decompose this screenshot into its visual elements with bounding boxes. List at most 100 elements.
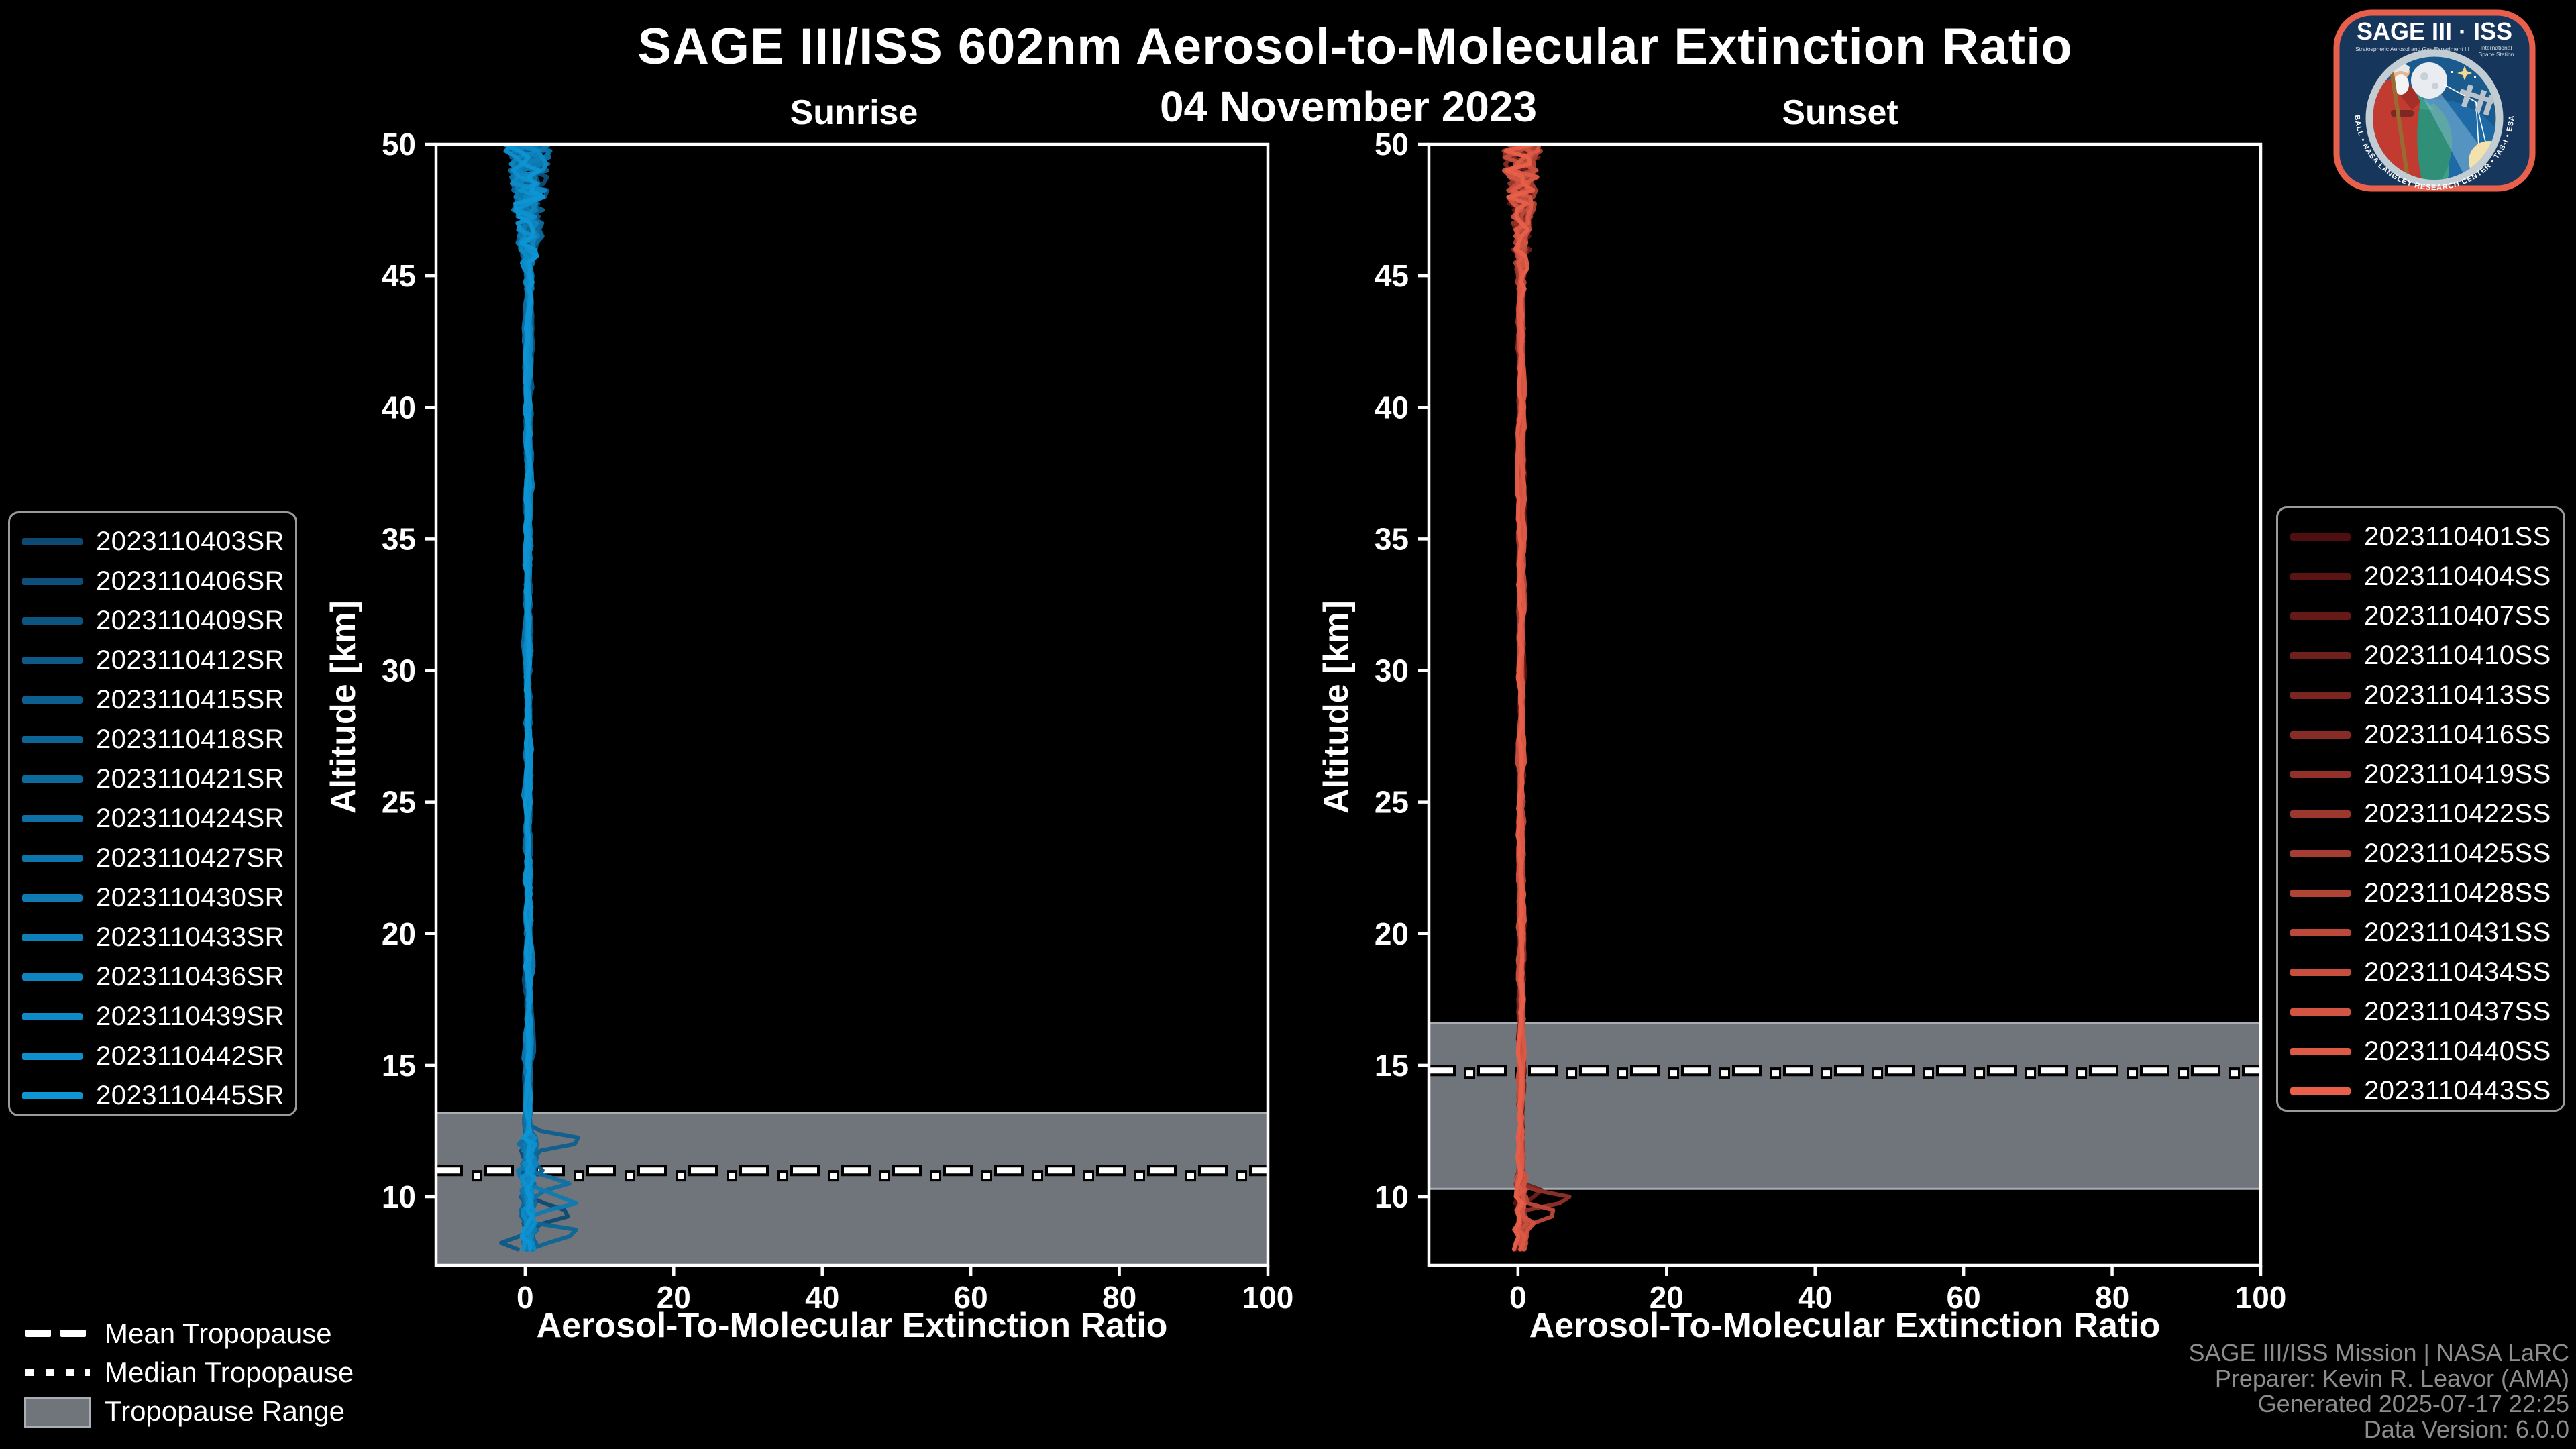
page-title: SAGE III/ISS 602nm Aerosol-to-Molecular … <box>637 18 2073 75</box>
legend-line-icon <box>22 775 83 783</box>
logo-subtitle-left: Stratospheric Aerosol and Gas Experiment… <box>2355 46 2469 52</box>
footer-line-3: Generated 2025-07-17 22:25 <box>2257 1390 2569 1417</box>
legend-line-icon <box>2290 810 2351 818</box>
legend-line-icon <box>22 538 83 545</box>
legend-item-label: 2023110413SS <box>2364 680 2551 710</box>
legend-line-icon <box>22 736 83 743</box>
y-tick-label: 10 <box>1375 1179 1409 1214</box>
legend-line-icon <box>2290 692 2351 699</box>
legend-line-icon <box>22 815 83 822</box>
legend-line-icon <box>22 1013 83 1020</box>
legend-item: 2023110425SS <box>2278 833 2563 873</box>
legend-item: 2023110442SR <box>10 1036 295 1075</box>
x-tick-label: 20 <box>657 1280 691 1315</box>
x-tick-label: 80 <box>2095 1280 2129 1315</box>
plot-border <box>434 142 1270 1267</box>
legend-item: 2023110437SS <box>2278 991 2563 1031</box>
y-tick-label: 20 <box>1375 916 1409 951</box>
footer-line-1: SAGE III/ISS Mission | NASA LaRC <box>2188 1339 2569 1366</box>
legend-item: 2023110424SR <box>10 798 295 838</box>
legend-item: 2023110443SS <box>2278 1071 2563 1110</box>
legend-item-label: 2023110431SS <box>2364 918 2551 947</box>
legend-item: 2023110406SR <box>10 561 295 600</box>
legend-item: 2023110436SR <box>10 957 295 996</box>
date-subtitle: 04 November 2023 <box>1159 83 1538 131</box>
y-tick-label: 50 <box>1375 127 1409 162</box>
legend-line-icon <box>22 894 83 902</box>
legend-line-icon <box>2290 1008 2351 1016</box>
legend-line-icon <box>22 578 83 585</box>
sunset-plot: 0 20 40 60 80 100 10 15 20 25 30 35 40 45 50 <box>1375 127 2287 1315</box>
x-tick-label: 80 <box>1102 1280 1136 1315</box>
tropopause-legend: Mean Tropopause Median Tropopause Tropop… <box>16 1313 486 1430</box>
logo-subtitle-right-1: International <box>2481 44 2512 51</box>
legend-item-label: 2023110412SR <box>96 645 285 675</box>
profile-line-2023110418SR <box>506 144 578 1252</box>
y-tick-label: 15 <box>1375 1048 1409 1083</box>
y-tick-label: 45 <box>382 258 416 293</box>
legend-item: 2023110407SS <box>2278 596 2563 635</box>
legend-item: 2023110404SS <box>2278 556 2563 596</box>
y-tick-label: 45 <box>1375 258 1409 293</box>
legend-item: 2023110439SR <box>10 996 295 1036</box>
x-tick-label: 40 <box>1798 1280 1832 1315</box>
legend-item-label: 2023110443SS <box>2364 1076 2551 1106</box>
tropopause-range-band <box>1429 1023 2261 1189</box>
legend-item-label: 2023110433SR <box>96 922 285 952</box>
legend-item-label: 2023110419SS <box>2364 759 2551 789</box>
y-tick-label: 40 <box>1375 390 1409 425</box>
legend-line-icon <box>2290 612 2351 620</box>
legend-line-icon <box>22 973 83 981</box>
profile-line-2023110403SR <box>512 144 570 1252</box>
sunrise-plot: 0 20 40 60 80 100 10 15 20 25 30 35 40 45 50 <box>382 127 1294 1315</box>
profile-line-2023110443SS <box>1503 144 1536 1252</box>
sunset-y-axis-label: Altitude [km] <box>1317 600 1356 814</box>
legend-line-icon <box>2290 850 2351 857</box>
x-tick-label: 40 <box>805 1280 839 1315</box>
y-tick-label: 35 <box>382 521 416 556</box>
legend-item: 2023110421SR <box>10 759 295 798</box>
legend-item-label: 2023110445SR <box>96 1081 285 1110</box>
legend-item-label: 2023110436SR <box>96 962 285 991</box>
y-tick-label: 10 <box>382 1179 416 1214</box>
legend-item-label: 2023110406SR <box>96 566 285 596</box>
x-tick-label: 0 <box>517 1280 534 1315</box>
legend-line-icon <box>2290 533 2351 541</box>
legend-item: 2023110413SS <box>2278 675 2563 714</box>
legend-item: 2023110434SS <box>2278 952 2563 991</box>
legend-item: 2023110445SR <box>10 1075 295 1115</box>
footer-credits: SAGE III/ISS Mission | NASA LaRC Prepare… <box>2188 1340 2569 1442</box>
legend-item: 2023110419SS <box>2278 754 2563 794</box>
logo-title: SAGE III · ISS <box>2357 17 2512 45</box>
tropopause-range-legend-item: Tropopause Range <box>16 1391 486 1430</box>
legend-item-label: 2023110416SS <box>2364 720 2551 749</box>
legend-item: 2023110401SS <box>2278 517 2563 556</box>
legend-line-icon <box>22 1053 83 1060</box>
legend-item-label: 2023110442SR <box>96 1041 285 1071</box>
profile-line-2023110424SR <box>506 144 572 1252</box>
y-tick-label: 30 <box>382 653 416 688</box>
y-tick-label: 25 <box>382 785 416 820</box>
legend-item: 2023110403SR <box>10 521 295 561</box>
legend-line-icon <box>22 617 83 625</box>
sunset-x-axis-label: Aerosol-To-Molecular Extinction Ratio <box>1529 1306 2161 1345</box>
median-tropopause-legend-item: Median Tropopause <box>16 1352 486 1391</box>
legend-item: 2023110418SR <box>10 719 295 759</box>
legend-item: 2023110440SS <box>2278 1031 2563 1071</box>
legend-line-icon <box>2290 573 2351 580</box>
x-tick-label: 100 <box>1242 1280 1294 1315</box>
legend-item-label: 2023110425SS <box>2364 839 2551 868</box>
legend-item-label: 2023110434SS <box>2364 957 2551 987</box>
legend-item-label: 2023110407SS <box>2364 601 2551 631</box>
legend-line-icon <box>2290 1048 2351 1055</box>
y-tick-label: 30 <box>1375 653 1409 688</box>
legend-item: 2023110415SR <box>10 680 295 719</box>
legend-line-icon <box>22 657 83 664</box>
sunset-series-legend: 2023110401SS 2023110404SS 2023110407SS 2023… <box>2276 506 2565 1112</box>
logo-subtitle-right-2: Space Station <box>2479 51 2514 58</box>
gray-patch-icon <box>24 1397 91 1428</box>
legend-item-label: 2023110410SS <box>2364 641 2551 670</box>
footer-line-2: Preparer: Kevin R. Leavor (AMA) <box>2214 1364 2569 1392</box>
legend-item-label: 2023110415SR <box>96 685 285 714</box>
